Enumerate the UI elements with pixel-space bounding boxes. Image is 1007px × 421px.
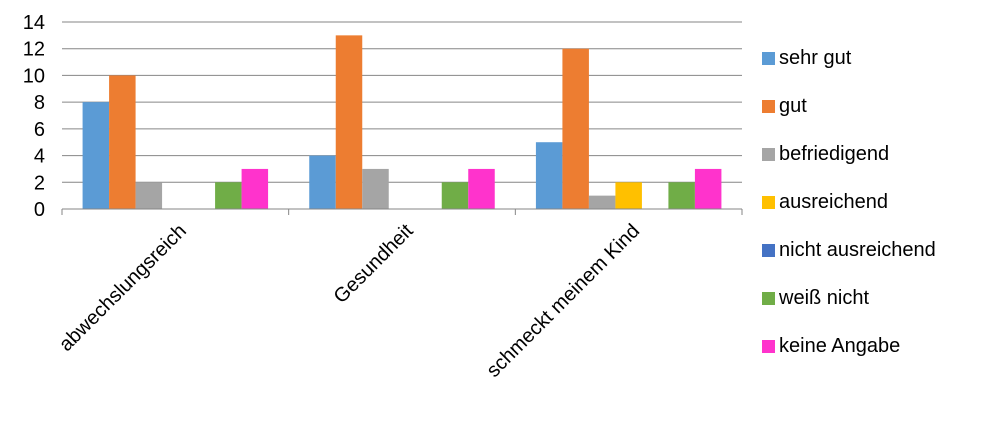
legend-swatch — [762, 196, 775, 209]
bar-ausreichend-2 — [615, 182, 642, 209]
y-tick-label: 0 — [34, 199, 45, 221]
gridlines — [62, 21, 742, 183]
legend: sehr gut gut befriedigend ausreichend nicht … — [762, 47, 1007, 384]
x-tick-label: schmeckt meinem Kind — [482, 220, 644, 382]
y-tick-label: 6 — [34, 119, 45, 141]
bar-sehr-gut-0 — [82, 102, 110, 209]
x-tick-label: Gesundheit — [330, 220, 418, 308]
bar-weiß-nicht-2 — [668, 182, 695, 209]
bar-gut-0 — [109, 75, 136, 209]
bar-sehr-gut-2 — [535, 142, 563, 209]
legend-label: weiß nicht — [779, 287, 870, 309]
y-tick-label: 14 — [23, 12, 45, 34]
bar-weiß-nicht-0 — [215, 182, 242, 209]
legend-label: nicht ausreichend — [779, 239, 936, 261]
bar-keine-angabe-2 — [694, 168, 722, 209]
bar-gut-1 — [335, 35, 363, 209]
y-tick-label: 8 — [34, 92, 45, 114]
legend-label: sehr gut — [779, 47, 852, 69]
legend-label: keine Angabe — [779, 335, 901, 357]
bar-befriedigend-2 — [588, 195, 616, 209]
legend-item: gut — [762, 95, 1007, 117]
legend-item: befriedigend — [762, 143, 1007, 165]
legend-item: ausreichend — [762, 191, 1007, 213]
legend-swatch — [762, 292, 775, 305]
legend-swatch — [762, 340, 775, 353]
legend-swatch — [762, 148, 775, 161]
bar-gut-2 — [562, 48, 589, 209]
bar-keine-angabe-1 — [468, 168, 495, 209]
y-tick-label: 4 — [34, 146, 45, 168]
legend-label: gut — [779, 95, 807, 117]
legend-item: nicht ausreichend — [762, 239, 1007, 261]
legend-label: ausreichend — [779, 191, 888, 213]
legend-item: sehr gut — [762, 47, 1007, 69]
bar-sehr-gut-1 — [309, 155, 336, 209]
y-tick-label: 12 — [23, 39, 45, 61]
bar-keine-angabe-0 — [241, 168, 269, 209]
legend-label: befriedigend — [779, 143, 890, 165]
bar-befriedigend-0 — [135, 182, 163, 209]
legend-swatch — [762, 52, 775, 65]
legend-item: weiß nicht — [762, 287, 1007, 309]
bar-befriedigend-1 — [362, 168, 389, 209]
bars — [82, 35, 722, 209]
x-tick-labels: abwechslungsreich Gesundheit schmeckt mein… — [55, 220, 644, 382]
legend-item: keine Angabe — [762, 335, 1007, 357]
axes — [61, 208, 743, 215]
y-tick-label: 2 — [34, 172, 45, 194]
y-tick-labels: 0 2 4 6 8 10 12 14 — [23, 12, 45, 221]
x-tick-label: abwechslungsreich — [55, 220, 191, 356]
legend-swatch — [762, 244, 775, 257]
y-tick-label: 10 — [23, 65, 45, 87]
legend-swatch — [762, 100, 775, 113]
bar-weiß-nicht-1 — [441, 182, 469, 209]
